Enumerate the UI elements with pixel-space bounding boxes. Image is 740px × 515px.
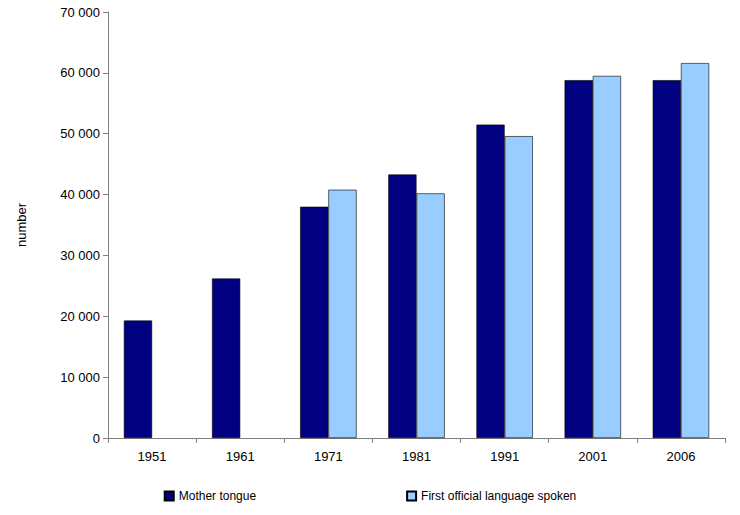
svg-text:1991: 1991	[490, 449, 519, 464]
svg-text:10 000: 10 000	[60, 370, 100, 385]
svg-text:0: 0	[93, 431, 100, 446]
svg-text:1951: 1951	[138, 449, 167, 464]
svg-text:40 000: 40 000	[60, 187, 100, 202]
svg-text:30 000: 30 000	[60, 248, 100, 263]
svg-text:60 000: 60 000	[60, 65, 100, 80]
svg-text:2006: 2006	[666, 449, 695, 464]
svg-text:1981: 1981	[402, 449, 431, 464]
svg-text:Mother tongue: Mother tongue	[179, 489, 257, 503]
svg-text:1971: 1971	[314, 449, 343, 464]
svg-text:First official language spoken: First official language spoken	[421, 489, 576, 503]
svg-text:number: number	[14, 202, 29, 247]
svg-text:70 000: 70 000	[60, 5, 100, 20]
svg-text:50 000: 50 000	[60, 126, 100, 141]
svg-text:1961: 1961	[226, 449, 255, 464]
svg-text:2001: 2001	[578, 449, 607, 464]
svg-text:20 000: 20 000	[60, 309, 100, 324]
